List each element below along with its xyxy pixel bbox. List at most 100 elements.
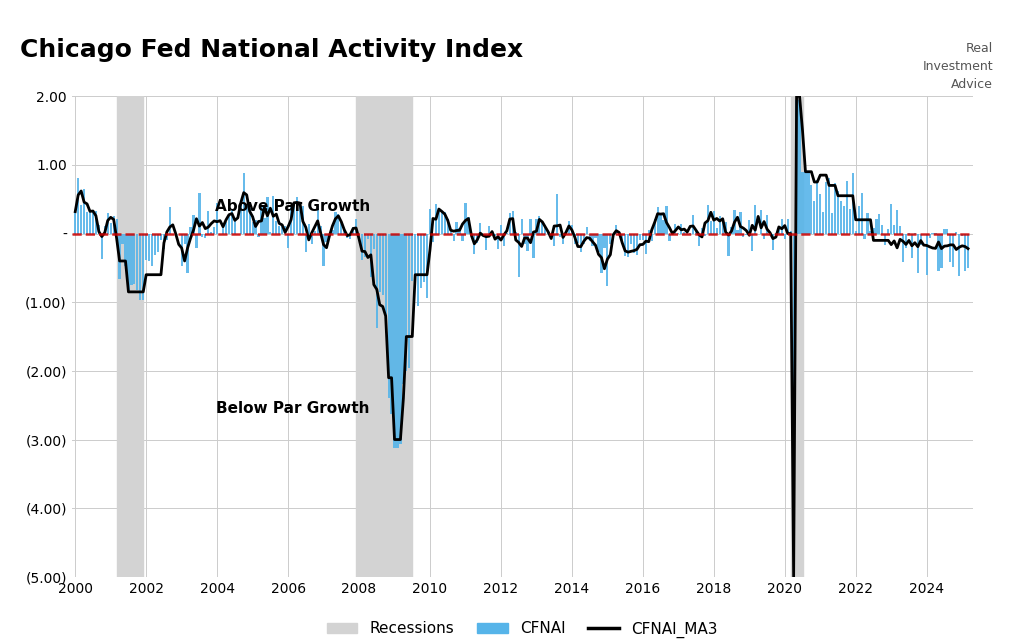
Bar xyxy=(497,233,499,249)
Bar xyxy=(142,233,144,300)
Bar xyxy=(837,190,839,233)
Bar xyxy=(396,233,398,447)
Bar xyxy=(559,233,561,237)
Bar xyxy=(757,233,759,234)
Bar xyxy=(385,233,387,333)
Bar xyxy=(382,233,384,295)
Bar xyxy=(523,233,525,244)
Bar xyxy=(828,178,830,233)
Bar xyxy=(565,231,567,233)
Bar xyxy=(805,172,807,233)
Bar xyxy=(736,230,738,233)
Bar xyxy=(254,220,257,233)
Bar xyxy=(503,233,505,246)
Bar xyxy=(440,212,443,233)
Bar xyxy=(536,219,538,233)
Bar xyxy=(160,233,162,240)
Bar xyxy=(633,233,635,253)
Bar xyxy=(642,233,644,240)
Bar xyxy=(967,233,969,268)
Bar xyxy=(432,233,434,242)
Bar xyxy=(296,197,298,233)
Bar xyxy=(589,233,591,241)
Bar xyxy=(437,212,440,233)
Bar xyxy=(356,96,413,577)
Bar xyxy=(830,213,834,233)
Bar xyxy=(429,209,431,233)
Bar xyxy=(136,233,138,290)
Bar xyxy=(920,233,922,244)
Bar xyxy=(124,233,127,266)
Bar xyxy=(337,214,340,233)
Bar xyxy=(456,222,458,233)
Bar xyxy=(145,233,147,260)
Bar xyxy=(290,206,292,233)
Bar xyxy=(926,233,928,275)
Bar xyxy=(172,233,174,235)
Bar xyxy=(659,215,662,233)
Bar xyxy=(730,227,732,233)
Bar xyxy=(964,233,967,271)
Bar xyxy=(127,233,130,290)
Bar xyxy=(225,222,227,233)
Bar xyxy=(622,233,624,240)
Bar xyxy=(470,233,472,235)
Bar xyxy=(816,179,818,233)
Bar xyxy=(692,215,694,233)
Bar xyxy=(393,233,395,448)
Bar xyxy=(479,222,481,233)
Bar xyxy=(310,233,313,244)
Bar xyxy=(855,231,857,233)
Bar xyxy=(713,211,715,233)
Bar xyxy=(645,233,647,254)
Bar xyxy=(240,201,242,233)
Bar xyxy=(890,204,892,233)
Bar xyxy=(825,182,827,233)
Bar xyxy=(949,233,951,262)
Bar xyxy=(316,206,318,233)
Bar xyxy=(473,233,475,254)
Bar xyxy=(299,206,301,233)
Bar xyxy=(810,185,812,233)
Bar xyxy=(796,99,798,233)
Bar xyxy=(246,204,248,233)
Bar xyxy=(334,212,337,233)
Bar xyxy=(275,221,278,233)
Bar xyxy=(583,233,585,244)
Bar xyxy=(183,233,185,244)
Bar xyxy=(719,216,721,233)
Text: Below Par Growth: Below Par Growth xyxy=(216,401,370,416)
Text: Chicago Fed National Activity Index: Chicago Fed National Activity Index xyxy=(20,38,523,62)
Bar xyxy=(630,233,632,244)
Bar xyxy=(387,233,390,398)
Bar xyxy=(597,233,600,252)
Bar xyxy=(716,228,718,233)
Bar xyxy=(783,233,785,238)
Bar xyxy=(302,206,304,233)
Bar xyxy=(443,212,445,233)
Bar xyxy=(822,212,824,233)
Bar xyxy=(539,217,541,233)
Bar xyxy=(863,233,865,239)
Bar xyxy=(237,233,239,235)
Bar xyxy=(86,212,88,233)
Bar xyxy=(370,233,372,278)
Bar xyxy=(210,232,212,233)
Bar xyxy=(955,232,957,233)
Bar xyxy=(414,233,417,282)
Bar xyxy=(923,233,925,235)
Bar xyxy=(216,203,218,233)
Bar xyxy=(636,233,638,255)
Bar xyxy=(97,225,100,233)
Bar xyxy=(840,201,842,233)
Bar xyxy=(562,233,564,244)
Bar xyxy=(305,233,307,252)
Bar xyxy=(169,207,171,233)
Bar xyxy=(725,222,727,233)
Bar xyxy=(910,233,913,258)
Bar xyxy=(186,233,188,272)
Bar xyxy=(163,233,165,249)
Bar xyxy=(553,233,555,246)
Bar xyxy=(119,233,121,279)
Bar xyxy=(95,211,97,233)
